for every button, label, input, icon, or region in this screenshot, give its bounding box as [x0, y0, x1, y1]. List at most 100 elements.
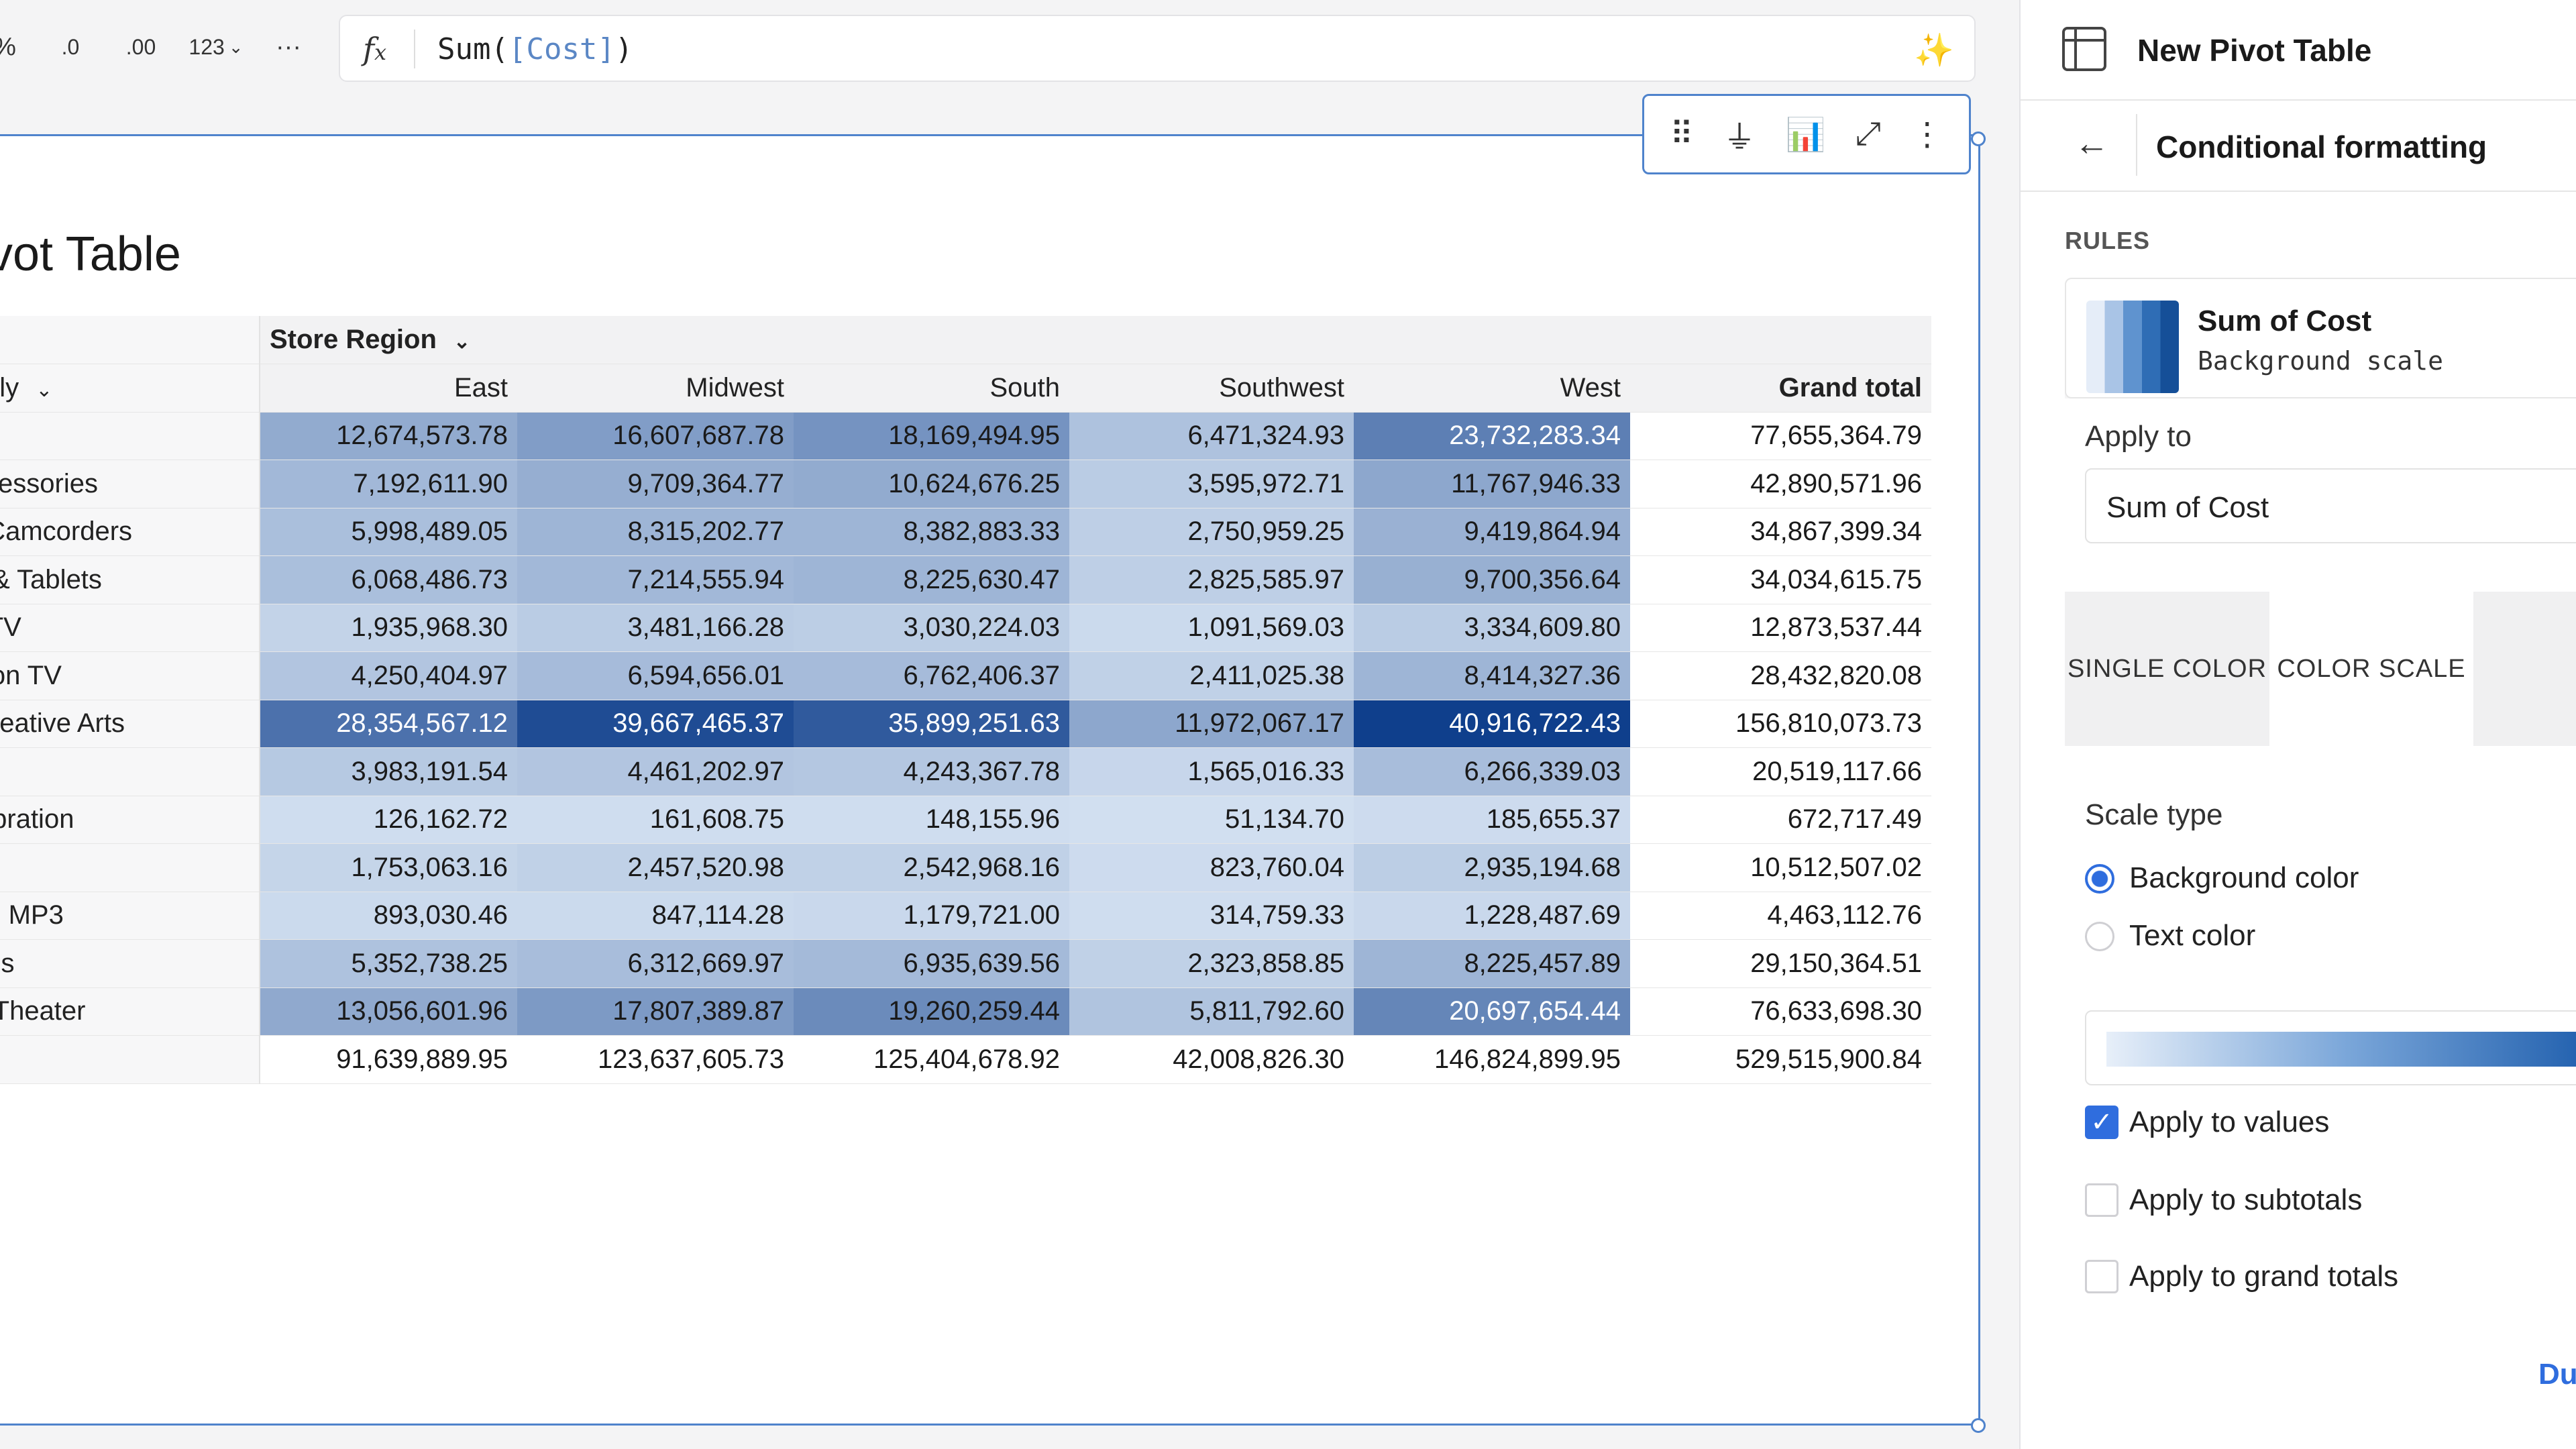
tab-color-scale[interactable]: COLOR SCALE: [2269, 592, 2473, 746]
value-cell[interactable]: 6,594,656.01: [517, 651, 794, 700]
grand-total-cell[interactable]: 20,519,117.66: [1630, 747, 1931, 796]
value-cell[interactable]: 847,114.28: [517, 892, 794, 940]
value-cell[interactable]: 3,334,609.80: [1354, 604, 1630, 652]
drag-handle-icon[interactable]: ⠿: [1670, 117, 1694, 152]
resize-handle-bottom-right[interactable]: [1971, 1418, 1986, 1433]
pivot-table-element[interactable]: vot Table t Store Region ⌄ mily ⌄ East: [0, 134, 1980, 1426]
value-cell[interactable]: 2,542,968.16: [794, 843, 1069, 892]
value-cell[interactable]: 8,225,457.89: [1354, 939, 1630, 988]
value-cell[interactable]: 185,655.37: [1354, 796, 1630, 844]
background-color-radio[interactable]: [2085, 864, 2114, 894]
value-cell[interactable]: 8,225,630.47: [794, 555, 1069, 604]
filter-icon[interactable]: ⏚: [1723, 120, 1756, 156]
column-header-midwest[interactable]: Midwest: [517, 364, 794, 413]
color-scale-picker[interactable]: [2085, 1010, 2576, 1085]
total-cell[interactable]: 529,515,900.84: [1630, 1035, 1931, 1084]
value-cell[interactable]: 35,899,251.63: [794, 700, 1069, 748]
back-arrow-icon[interactable]: ←: [2074, 124, 2109, 163]
row-label[interactable]: ition TV: [0, 651, 260, 700]
value-cell[interactable]: 40,916,722.43: [1354, 700, 1630, 748]
value-cell[interactable]: 6,935,639.56: [794, 939, 1069, 988]
decrease-decimals-button[interactable]: .0: [47, 27, 94, 67]
value-cell[interactable]: 16,607,687.78: [517, 412, 794, 460]
column-header-south[interactable]: South: [794, 364, 1069, 413]
row-label[interactable]: Creative Arts: [0, 700, 260, 748]
row-label[interactable]: s & Tablets: [0, 555, 260, 604]
add-chart-icon[interactable]: 📊: [1785, 117, 1826, 153]
value-cell[interactable]: 28,354,567.12: [260, 700, 517, 748]
apply-to-select[interactable]: Sum of Cost: [2085, 468, 2576, 543]
column-header-west[interactable]: West: [1354, 364, 1630, 413]
expand-icon[interactable]: ⤢: [1855, 116, 1882, 152]
grand-total-cell[interactable]: 4,463,112.76: [1630, 892, 1931, 940]
value-cell[interactable]: 9,709,364.77: [517, 460, 794, 508]
grand-total-cell[interactable]: 10,512,507.02: [1630, 843, 1931, 892]
tab-single-color[interactable]: SINGLE COLOR: [2067, 654, 2267, 683]
grand-total-cell[interactable]: 12,873,537.44: [1630, 604, 1931, 652]
value-cell[interactable]: 2,825,585.97: [1069, 555, 1354, 604]
value-cell[interactable]: 126,162.72: [260, 796, 517, 844]
panel-title[interactable]: New Pivot Table: [2137, 33, 2372, 68]
value-cell[interactable]: 1,091,569.03: [1069, 604, 1354, 652]
value-cell[interactable]: 13,056,601.96: [260, 987, 517, 1036]
total-cell[interactable]: 146,824,899.95: [1354, 1035, 1630, 1084]
value-cell[interactable]: 4,461,202.97: [517, 747, 794, 796]
total-cell[interactable]: 123,637,605.73: [517, 1035, 794, 1084]
text-color-label[interactable]: Text color: [2129, 919, 2256, 952]
value-cell[interactable]: 8,315,202.77: [517, 508, 794, 556]
apply-to-subtotals-label[interactable]: Apply to subtotals: [2129, 1183, 2363, 1216]
percent-icon[interactable]: %: [0, 27, 21, 67]
value-cell[interactable]: 148,155.96: [794, 796, 1069, 844]
value-cell[interactable]: 893,030.46: [260, 892, 517, 940]
formula-text[interactable]: Sum([Cost]): [437, 32, 633, 66]
value-cell[interactable]: 51,134.70: [1069, 796, 1354, 844]
value-cell[interactable]: 17,807,389.87: [517, 987, 794, 1036]
value-cell[interactable]: 823,760.04: [1069, 843, 1354, 892]
value-cell[interactable]: 20,697,654.44: [1354, 987, 1630, 1036]
grand-total-cell[interactable]: 672,717.49: [1630, 796, 1931, 844]
grand-total-cell[interactable]: 34,034,615.75: [1630, 555, 1931, 604]
value-cell[interactable]: 4,250,404.97: [260, 651, 517, 700]
value-cell[interactable]: 6,471,324.93: [1069, 412, 1354, 460]
chevron-down-icon[interactable]: ⌄: [453, 331, 471, 353]
value-cell[interactable]: 8,414,327.36: [1354, 651, 1630, 700]
value-cell[interactable]: 6,762,406.37: [794, 651, 1069, 700]
value-cell[interactable]: 6,068,486.73: [260, 555, 517, 604]
value-cell[interactable]: 1,753,063.16: [260, 843, 517, 892]
grand-total-cell[interactable]: 29,150,364.51: [1630, 939, 1931, 988]
value-cell[interactable]: 3,481,166.28: [517, 604, 794, 652]
apply-to-values-label[interactable]: Apply to values: [2129, 1106, 2330, 1138]
grand-total-cell[interactable]: 42,890,571.96: [1630, 460, 1931, 508]
value-cell[interactable]: 1,935,968.30: [260, 604, 517, 652]
value-cell[interactable]: 4,243,367.78: [794, 747, 1069, 796]
value-cell[interactable]: 161,608.75: [517, 796, 794, 844]
value-cell[interactable]: 5,811,792.60: [1069, 987, 1354, 1036]
resize-handle-top-right[interactable]: [1971, 131, 1986, 146]
total-cell[interactable]: 125,404,678.92: [794, 1035, 1069, 1084]
text-color-radio[interactable]: [2085, 922, 2114, 951]
value-cell[interactable]: 19,260,259.44: [794, 987, 1069, 1036]
row-label[interactable]: . Camcorders: [0, 508, 260, 556]
more-vertical-icon[interactable]: ⋮: [1911, 117, 1943, 152]
value-cell[interactable]: 314,759.33: [1069, 892, 1354, 940]
value-cell[interactable]: 2,457,520.98: [517, 843, 794, 892]
column-header-east[interactable]: East: [260, 364, 517, 413]
row-label[interactable]: ccessories: [0, 460, 260, 508]
value-cell[interactable]: 18,169,494.95: [794, 412, 1069, 460]
value-cell[interactable]: 1,228,487.69: [1354, 892, 1630, 940]
value-cell[interactable]: 1,179,721.00: [794, 892, 1069, 940]
value-cell[interactable]: 3,983,191.54: [260, 747, 517, 796]
value-cell[interactable]: 2,323,858.85: [1069, 939, 1354, 988]
value-cell[interactable]: 23,732,283.34: [1354, 412, 1630, 460]
value-cell[interactable]: 6,312,669.97: [517, 939, 794, 988]
column-header-grand-total[interactable]: Grand total: [1630, 364, 1931, 413]
row-label[interactable]: r TV: [0, 604, 260, 652]
value-cell[interactable]: 5,352,738.25: [260, 939, 517, 988]
apply-to-values-checkbox[interactable]: ✓: [2085, 1106, 2118, 1139]
formula-bar[interactable]: fx Sum([Cost]) ✨: [339, 15, 1976, 82]
value-cell[interactable]: 11,767,946.33: [1354, 460, 1630, 508]
value-cell[interactable]: 11,972,067.17: [1069, 700, 1354, 748]
duplicate-link[interactable]: Du: [2538, 1358, 2576, 1391]
value-cell[interactable]: 3,595,972.71: [1069, 460, 1354, 508]
row-label[interactable]: lebration: [0, 796, 260, 844]
